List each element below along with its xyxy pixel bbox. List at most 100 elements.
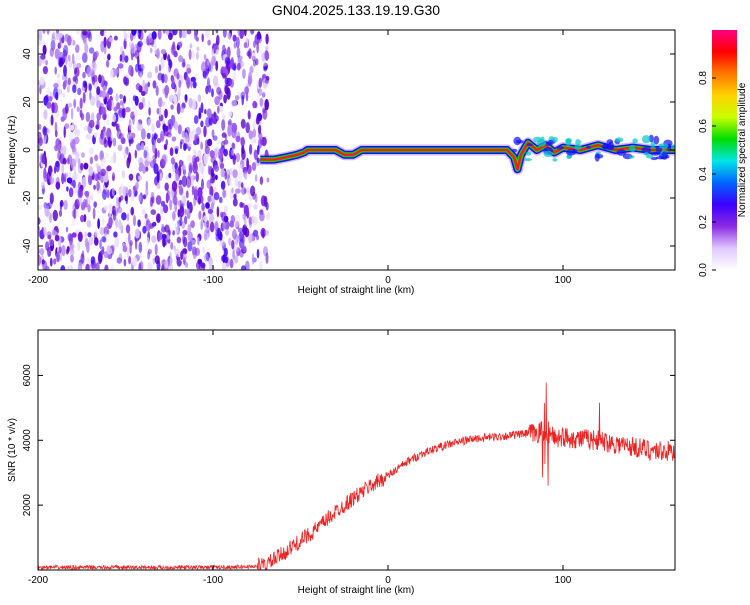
noise-speck — [67, 233, 73, 242]
ridge-blob — [552, 137, 558, 143]
noise-speck — [72, 179, 76, 189]
noise-speck — [133, 110, 139, 117]
noise-speck — [85, 111, 91, 123]
noise-speck — [210, 172, 216, 184]
noise-speck — [84, 231, 87, 239]
noise-speck — [77, 262, 83, 270]
noise-speck — [138, 175, 142, 181]
noise-speck — [110, 263, 115, 270]
noise-speck — [203, 215, 208, 223]
noise-speck — [168, 229, 171, 236]
noise-speck — [54, 130, 58, 138]
noise-speck — [230, 57, 234, 69]
noise-speck — [253, 149, 259, 161]
noise-speck — [119, 93, 123, 100]
ridge-blob — [575, 139, 581, 146]
noise-speck — [128, 41, 135, 49]
noise-speck — [93, 131, 98, 138]
noise-speck — [211, 55, 216, 66]
noise-speck — [158, 107, 162, 117]
noise-speck — [61, 74, 65, 81]
noise-speck — [123, 30, 126, 36]
noise-speck — [249, 144, 253, 155]
noise-speck — [176, 236, 182, 244]
noise-speck — [202, 263, 206, 270]
noise-speck — [138, 30, 142, 35]
snr-x-tick-label: 0 — [385, 575, 391, 586]
noise-speck — [168, 94, 175, 103]
noise-speck — [184, 215, 188, 225]
noise-speck — [171, 136, 177, 142]
noise-speck — [205, 116, 211, 128]
noise-speck — [55, 160, 60, 168]
noise-speck — [248, 111, 251, 120]
ridge-blob — [670, 144, 675, 151]
noise-speck — [116, 206, 123, 214]
noise-speck — [81, 176, 87, 188]
noise-speck — [240, 202, 245, 208]
noise-speck — [250, 138, 255, 144]
noise-speck — [182, 229, 188, 236]
noise-speck — [215, 174, 218, 181]
noise-speck — [259, 97, 264, 107]
noise-speck — [65, 226, 69, 233]
noise-speck — [171, 180, 178, 192]
noise-speck — [137, 123, 143, 131]
noise-speck — [177, 209, 181, 218]
noise-speck — [180, 193, 184, 204]
noise-speck — [153, 163, 159, 175]
noise-speck — [232, 228, 237, 240]
noise-speck — [230, 215, 235, 224]
noise-speck — [72, 209, 76, 218]
noise-speck — [160, 206, 164, 215]
noise-speck — [40, 54, 46, 60]
noise-speck — [181, 175, 188, 188]
noise-speck — [187, 241, 193, 252]
noise-speck — [162, 237, 166, 248]
noise-speck — [173, 94, 178, 106]
noise-speck — [56, 251, 60, 262]
noise-speck — [49, 47, 54, 57]
noise-speck — [170, 44, 176, 56]
noise-speck — [116, 128, 122, 140]
ridge-blob — [543, 150, 553, 157]
noise-speck — [99, 239, 102, 250]
noise-speck — [224, 171, 228, 180]
noise-speck — [118, 196, 122, 203]
noise-speck — [82, 80, 88, 88]
noise-speck — [66, 177, 72, 184]
noise-speck — [99, 227, 106, 235]
noise-speck — [38, 204, 42, 210]
noise-speck — [138, 194, 142, 202]
noise-speck — [134, 237, 138, 250]
colorbar: 0.0 0.2 0.4 0.6 0.8 Normalized spectral ampl… — [698, 30, 748, 277]
noise-speck — [68, 59, 73, 69]
noise-speck — [242, 224, 248, 236]
noise-speck — [233, 246, 239, 253]
noise-speck — [38, 123, 42, 130]
noise-speck — [178, 55, 184, 63]
noise-speck — [181, 130, 186, 138]
noise-speck — [156, 138, 162, 144]
noise-speck — [191, 239, 196, 246]
noise-speck — [172, 211, 176, 221]
noise-speck — [258, 124, 262, 135]
noise-speck — [220, 167, 225, 178]
noise-speck — [132, 104, 137, 111]
noise-speck — [112, 137, 117, 147]
noise-speck — [97, 253, 102, 265]
noise-speck — [208, 117, 214, 126]
noise-speck — [49, 192, 54, 205]
noise-speck — [202, 247, 205, 254]
noise-speck — [259, 261, 263, 270]
noise-speck — [202, 70, 207, 78]
noise-speck — [203, 125, 207, 138]
noise-speck — [101, 216, 105, 226]
noise-speck — [176, 73, 180, 80]
noise-speck — [246, 210, 250, 219]
noise-speck — [90, 95, 96, 106]
noise-speck — [179, 214, 183, 227]
noise-speck — [67, 102, 73, 108]
noise-speck — [73, 166, 77, 174]
noise-speck — [200, 120, 204, 128]
